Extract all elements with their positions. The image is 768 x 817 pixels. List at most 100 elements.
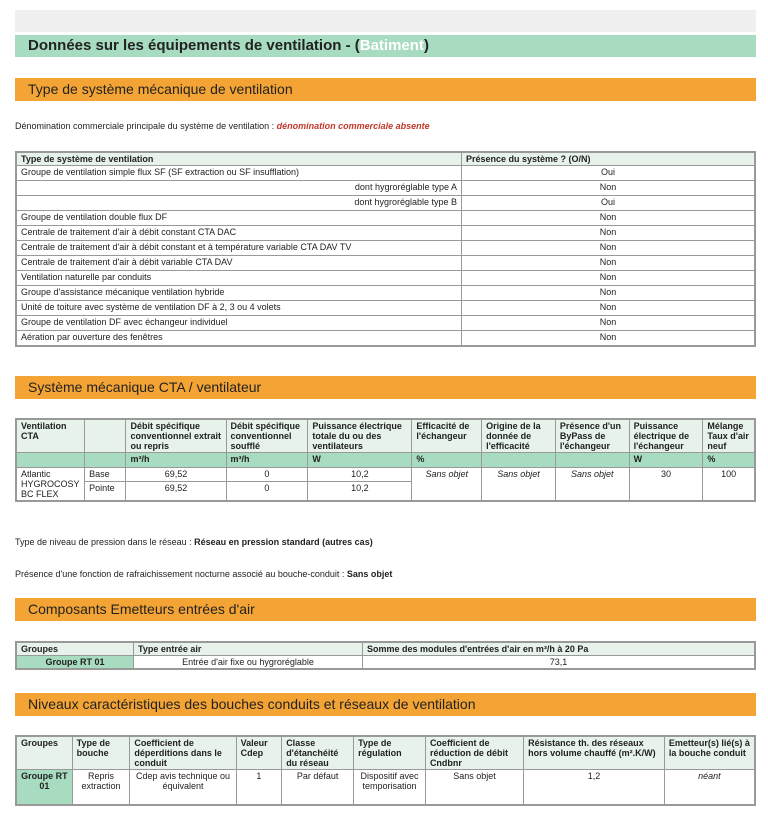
- cell: Par défaut: [281, 769, 355, 805]
- row-value: Oui: [461, 165, 756, 181]
- unit-cell: m³/h: [225, 452, 309, 468]
- unit-cell: m³/h: [125, 452, 227, 468]
- denomination-line: Dénomination commerciale principale du s…: [15, 121, 430, 131]
- column-header: Classe d'étanchéité du réseau: [281, 735, 355, 770]
- column-header: Type de bouche: [71, 735, 131, 770]
- table-row: Groupe de ventilation DF avec échangeur …: [15, 315, 756, 331]
- column-header: Puissance électrique totale du ou des ve…: [307, 418, 413, 453]
- cell: 10,2: [307, 480, 413, 502]
- unit-cell: %: [411, 452, 483, 468]
- row-value: Non: [461, 210, 756, 226]
- cell: 69,52: [125, 467, 227, 482]
- table-row: Centrale de traitement d'air à débit var…: [15, 255, 756, 271]
- unit-cell: [84, 452, 127, 468]
- ventilation-type-table: Type de système de ventilation Présence d…: [15, 151, 756, 347]
- row-label: dont hygroréglable type A: [15, 180, 462, 196]
- column-header: Origine de la donnée de l'efficacité: [481, 418, 556, 453]
- row-value: Non: [461, 225, 756, 241]
- row-label: Groupe d'assistance mécanique ventilatio…: [15, 285, 462, 301]
- row-value: Non: [461, 315, 756, 331]
- table-row: Centrale de traitement d'air à débit con…: [15, 225, 756, 241]
- pression-line: Type de niveau de pression dans le résea…: [15, 537, 373, 547]
- column-header: Emetteur(s) lié(s) à la bouche conduit: [663, 735, 756, 770]
- unit-cell: [481, 452, 556, 468]
- cell: Sans objet: [481, 467, 556, 502]
- table-row: Groupe de ventilation double flux DF Non: [15, 210, 756, 226]
- cell: Groupes Type entrée air Somme des modules …: [15, 641, 756, 656]
- column-header: Valeur Cdep: [235, 735, 283, 770]
- cell: Base: [84, 467, 127, 482]
- cell: Groupes: [15, 641, 134, 656]
- column-header: Efficacité de l'échangeur: [411, 418, 483, 453]
- column-header: Groupes: [15, 735, 73, 770]
- row-value: Non: [461, 285, 756, 301]
- section-header-cta: Système mécanique CTA / ventilateur: [15, 376, 756, 399]
- unit-cell: [554, 452, 630, 468]
- cell: 0: [225, 480, 309, 502]
- column-header: Type de régulation: [353, 735, 426, 770]
- column-header: Résistance th. des réseaux hors volume c…: [523, 735, 665, 770]
- rafraichissement-line: Présence d'une fonction de rafraichissem…: [15, 569, 393, 579]
- cell: m³/h m³/h W% W%: [15, 452, 756, 468]
- cta-table: Ventilation CTA Débit spécifique conventi…: [15, 418, 756, 502]
- column-header: Ventilation CTA: [15, 418, 86, 453]
- cell: Sans objet: [424, 769, 525, 805]
- cell: 100: [702, 467, 756, 502]
- row-label: Centrale de traitement d'air à débit con…: [15, 240, 462, 256]
- column-header: Débit spécifique conventionnel extrait o…: [125, 418, 227, 453]
- cell: Sans objet: [554, 467, 630, 502]
- row-label: Ventilation naturelle par conduits: [15, 270, 462, 286]
- table-row: Groupe de ventilation simple flux SF (SF…: [15, 165, 756, 181]
- row-value: Non: [461, 240, 756, 256]
- table-row: Pointe 69,52 0 10,2: [16, 480, 755, 502]
- page-title: Données sur les équipements de ventilati…: [15, 35, 756, 57]
- section-header-bouches: Niveaux caractéristiques des bouches con…: [15, 693, 756, 716]
- table-row: Ventilation naturelle par conduits Non: [15, 270, 756, 286]
- cell: 1,2: [523, 769, 665, 805]
- cell: Type entrée air: [133, 641, 363, 656]
- cta-name: Atlantic HYGROCOSY BC FLEX: [15, 467, 86, 502]
- cell: 0: [225, 467, 309, 482]
- row-label: Groupe de ventilation DF avec échangeur …: [15, 315, 462, 331]
- row-label: Aération par ouverture des fenêtres: [15, 330, 462, 347]
- cell: Repris extraction: [71, 769, 131, 805]
- cell: Entrée d'air fixe ou hygroréglable: [133, 655, 363, 670]
- table-row: Aération par ouverture des fenêtres Non: [15, 330, 756, 347]
- row-label: Centrale de traitement d'air à débit var…: [15, 255, 462, 271]
- cell: néant: [663, 769, 756, 805]
- cell: 10,2: [307, 467, 413, 482]
- cell: Somme des modules d'entrées d'air en m³/…: [362, 641, 756, 656]
- cell: Ventilation CTA Débit spécifique conventi…: [15, 418, 756, 453]
- column-header: Coefficient de déperditions dans le cond…: [129, 735, 237, 770]
- column-header: Puissance électrique de l'échangeur: [628, 418, 704, 453]
- cell: 30: [628, 467, 704, 502]
- table-row: Centrale de traitement d'air à débit con…: [15, 240, 756, 256]
- row-value: Non: [461, 255, 756, 271]
- row-value: Non: [461, 300, 756, 316]
- row-label: Centrale de traitement d'air à débit con…: [15, 225, 462, 241]
- unit-cell: [15, 452, 86, 468]
- row-value: Non: [461, 330, 756, 347]
- row-value: Non: [461, 270, 756, 286]
- table-row: Groupe d'assistance mécanique ventilatio…: [15, 285, 756, 301]
- table-row: dont hygroréglable type A Non: [15, 180, 756, 196]
- table-row: dont hygroréglable type B Oui: [15, 195, 756, 211]
- cell: 69,52: [125, 480, 227, 502]
- column-header: Coefficient de réduction de débit Cndbnr: [424, 735, 525, 770]
- section-header-type-systeme: Type de système mécanique de ventilation: [15, 78, 756, 101]
- table-row: Atlantic HYGROCOSY BC FLEX Base 69,52 0 10,…: [15, 467, 756, 502]
- cell: Groupe RT 01: [15, 655, 134, 670]
- unit-cell: %: [702, 452, 756, 468]
- column-header: Débit spécifique conventionnel soufflé: [225, 418, 309, 453]
- cell: Cdep avis technique ou équivalent: [129, 769, 237, 805]
- unit-cell: W: [628, 452, 704, 468]
- row-value: Oui: [461, 195, 756, 211]
- row-label: Groupe de ventilation double flux DF: [15, 210, 462, 226]
- table-row: Groupe RT 01 Entrée d'air fixe ou hygroré…: [15, 655, 756, 670]
- table-row: Unité de toiture avec système de ventila…: [15, 300, 756, 316]
- row-value: Non: [461, 180, 756, 196]
- cell: Type de système de ventilation Présence d…: [15, 151, 756, 166]
- cell: Dispositif avec temporisation: [353, 769, 426, 805]
- top-bar: [15, 10, 756, 32]
- row-label: Unité de toiture avec système de ventila…: [15, 300, 462, 316]
